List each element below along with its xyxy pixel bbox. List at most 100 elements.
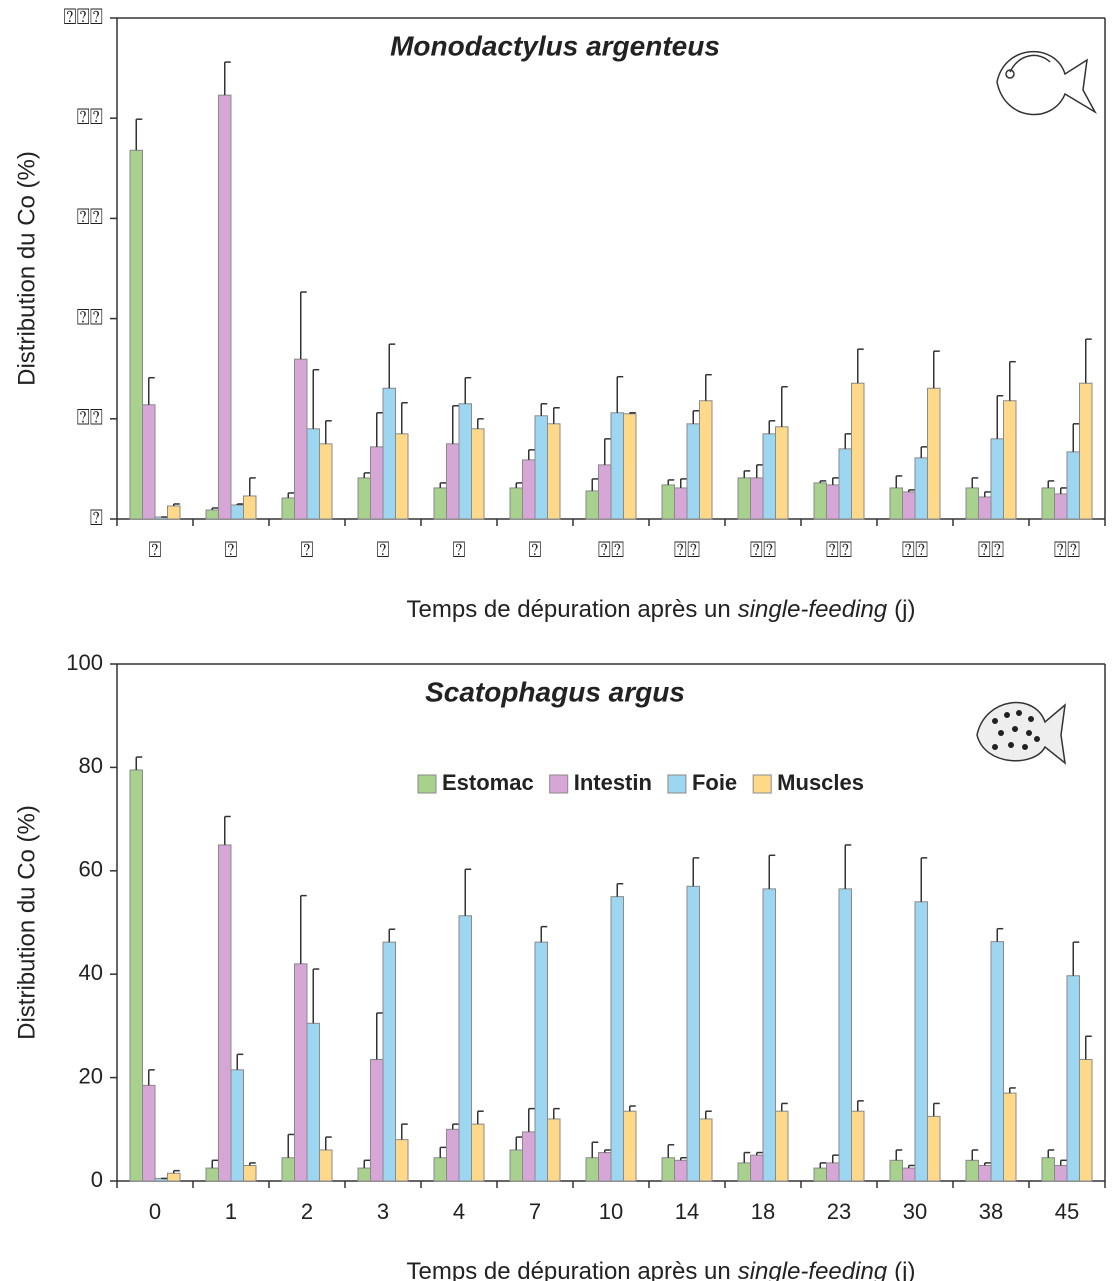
bar	[471, 1123, 485, 1182]
error-bar	[1072, 941, 1080, 976]
x-axis-label: Temps de dépuration après un single-feedi…	[407, 1258, 916, 1281]
bar	[357, 477, 371, 520]
bar	[370, 1059, 384, 1182]
legend-swatch	[549, 774, 569, 794]
bar	[585, 490, 599, 520]
error-bar	[908, 1164, 915, 1169]
error-bar	[300, 894, 307, 964]
y-tick-label: 80	[79, 753, 103, 778]
bar	[661, 484, 675, 520]
bar	[319, 1149, 333, 1182]
error-bar	[781, 385, 788, 427]
bar	[1079, 382, 1093, 520]
x-tick-label: ⍰⍰	[750, 537, 776, 562]
error-bar	[1009, 1087, 1016, 1094]
fish-icon-bottom	[976, 701, 1067, 765]
bar	[965, 487, 979, 520]
x-tick-label: 2	[301, 1199, 313, 1224]
x-tick-label: 7	[529, 1199, 541, 1224]
error-bar	[528, 449, 535, 460]
bar	[686, 423, 700, 520]
bar	[889, 1159, 903, 1182]
error-bar	[629, 412, 636, 414]
bar	[547, 1118, 561, 1182]
error-bar	[680, 1156, 687, 1161]
error-bar	[616, 882, 624, 897]
legend-label: Muscles	[777, 770, 864, 795]
bar	[205, 509, 219, 520]
bar	[1003, 400, 1017, 520]
fish-icon-top	[996, 51, 1097, 116]
error-bar	[211, 507, 219, 510]
bar	[1054, 1164, 1068, 1182]
bar	[965, 1159, 979, 1182]
bar	[610, 412, 624, 520]
error-bar	[743, 470, 751, 478]
error-bar	[920, 446, 928, 458]
y-tick-label: ⍰⍰	[77, 304, 103, 329]
error-bar	[857, 1100, 864, 1112]
x-axis-label-part: Temps de dépuration après un	[407, 1258, 731, 1281]
bar	[522, 1131, 536, 1182]
bar	[610, 896, 624, 1182]
bar	[838, 888, 852, 1182]
bar	[661, 1157, 675, 1182]
legend-swatch	[752, 774, 772, 794]
bar	[129, 769, 143, 1182]
error-bar	[325, 420, 332, 444]
error-bar	[933, 1102, 940, 1117]
error-bar	[1072, 423, 1080, 452]
error-bar	[1047, 1149, 1055, 1158]
error-bar	[1085, 338, 1092, 384]
bar	[243, 1164, 257, 1182]
error-bar	[464, 868, 472, 916]
bar	[395, 1139, 409, 1182]
error-bar	[1009, 360, 1016, 401]
error-bar	[984, 1162, 991, 1166]
x-axis-label-part: (j)	[894, 596, 915, 623]
bar	[522, 459, 536, 520]
error-bar	[173, 1169, 180, 1174]
y-tick-label: 60	[79, 857, 103, 882]
error-bar	[604, 1149, 611, 1153]
bar	[699, 400, 713, 520]
bar	[674, 1159, 688, 1182]
legend: Estomac Intestin Foie Muscles	[417, 770, 864, 795]
error-bar	[376, 412, 383, 447]
bar	[142, 404, 156, 520]
error-bar	[287, 492, 295, 498]
bar	[167, 1172, 181, 1182]
bar	[458, 915, 472, 1182]
error-bar	[173, 503, 180, 506]
legend-label: Estomac	[442, 770, 534, 795]
x-tick-label: ⍰⍰	[902, 537, 928, 562]
bar	[382, 941, 396, 1182]
error-bar	[363, 1159, 371, 1169]
error-bar	[996, 395, 1004, 439]
bar	[395, 433, 409, 520]
bar	[1003, 1092, 1017, 1182]
error-bar	[629, 1105, 636, 1112]
error-bar	[971, 477, 979, 488]
bar	[686, 885, 700, 1182]
x-tick-label: ⍰⍰	[598, 537, 624, 562]
x-tick-label: 38	[979, 1199, 1003, 1224]
bar	[990, 941, 1004, 1182]
bar	[699, 1118, 713, 1182]
bar	[737, 477, 751, 520]
bar	[281, 497, 295, 520]
error-bar	[1060, 1159, 1067, 1166]
error-bar	[452, 1123, 459, 1130]
error-bar	[1060, 487, 1067, 494]
x-tick-label: 4	[453, 1199, 465, 1224]
error-bar	[135, 118, 143, 151]
bar	[826, 1162, 840, 1182]
y-tick-label: ⍰⍰	[77, 405, 103, 430]
error-bar	[477, 418, 484, 429]
error-bar	[312, 368, 320, 429]
error-bar	[680, 478, 687, 488]
bar	[775, 426, 789, 520]
bar	[1041, 487, 1055, 520]
y-tick-label: 20	[79, 1063, 103, 1088]
